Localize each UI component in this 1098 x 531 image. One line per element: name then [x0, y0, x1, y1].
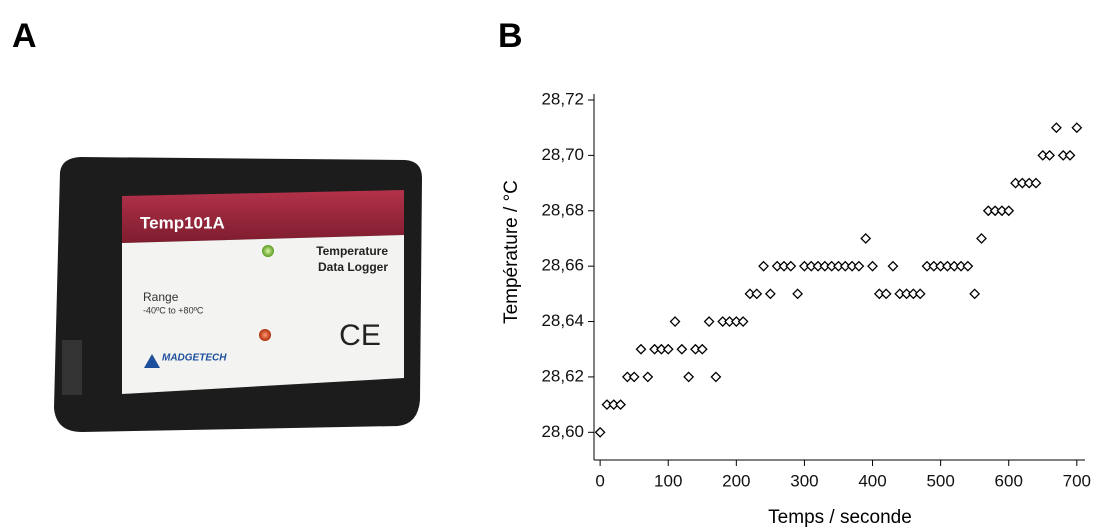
point: [764, 288, 776, 300]
panel-label: B: [498, 17, 523, 55]
x-tick-label: 200: [722, 471, 750, 490]
point: [914, 288, 926, 300]
point: [785, 260, 797, 272]
panel-label: A: [12, 17, 37, 55]
point: [737, 316, 749, 327]
y-tick-label: 28,62: [541, 366, 584, 385]
point: [703, 316, 715, 327]
device-port: [62, 340, 82, 395]
point: [615, 399, 626, 411]
x-axis-label: Temps / seconde: [768, 507, 912, 528]
point: [962, 260, 974, 272]
x-tick-label: 700: [1063, 471, 1091, 490]
x-tick-label: 400: [858, 471, 886, 490]
logo-icon: [144, 354, 160, 368]
device-brand: MADGETECH: [162, 353, 227, 364]
point: [676, 343, 688, 355]
point: [853, 260, 865, 272]
point: [710, 371, 722, 383]
point: [792, 288, 804, 300]
point: [867, 260, 878, 272]
x-tick-label: 500: [926, 471, 954, 490]
x-tick-label: 0: [595, 471, 604, 490]
device-face: [122, 235, 404, 394]
point: [1050, 122, 1062, 134]
point: [628, 371, 640, 383]
device-mark: CE: [339, 319, 381, 352]
point: [887, 260, 899, 272]
point: [642, 371, 654, 383]
point: [976, 233, 987, 244]
point: [751, 288, 763, 300]
led: [262, 245, 274, 257]
y-tick-label: 28,68: [541, 200, 584, 219]
point: [635, 343, 647, 355]
x-tick-label: 100: [654, 471, 682, 490]
point: [969, 288, 981, 300]
device-photo: Temp101A Temperature Data Logger Range -…: [54, 157, 422, 432]
y-tick-label: 28,60: [541, 422, 584, 441]
device-text: Range: [143, 290, 179, 304]
x-tick-label: 600: [995, 471, 1023, 490]
point: [1030, 177, 1042, 189]
point: [696, 343, 708, 355]
y-tick-label: 28,72: [541, 89, 584, 108]
device-model: Temp101A: [140, 213, 225, 232]
point: [669, 316, 681, 327]
point: [1064, 149, 1076, 161]
y-tick-label: 28,70: [541, 145, 584, 164]
device-band: [122, 190, 404, 243]
point: [860, 233, 872, 244]
device-text: -40ºC to +80ºC: [143, 305, 204, 315]
point: [594, 426, 606, 438]
point: [662, 343, 674, 355]
point: [1071, 122, 1083, 134]
y-tick-label: 28,64: [541, 311, 584, 330]
point: [1003, 205, 1015, 217]
x-tick-label: 300: [790, 471, 818, 490]
led: [259, 329, 271, 341]
y-tick-label: 28,66: [541, 256, 584, 275]
device-text: Data Logger: [318, 260, 388, 274]
point: [880, 288, 892, 300]
point: [758, 260, 769, 272]
point: [683, 371, 695, 383]
device-text: Temperature: [316, 244, 388, 258]
y-axis-label: Température / °C: [501, 180, 522, 324]
point: [1044, 149, 1056, 161]
